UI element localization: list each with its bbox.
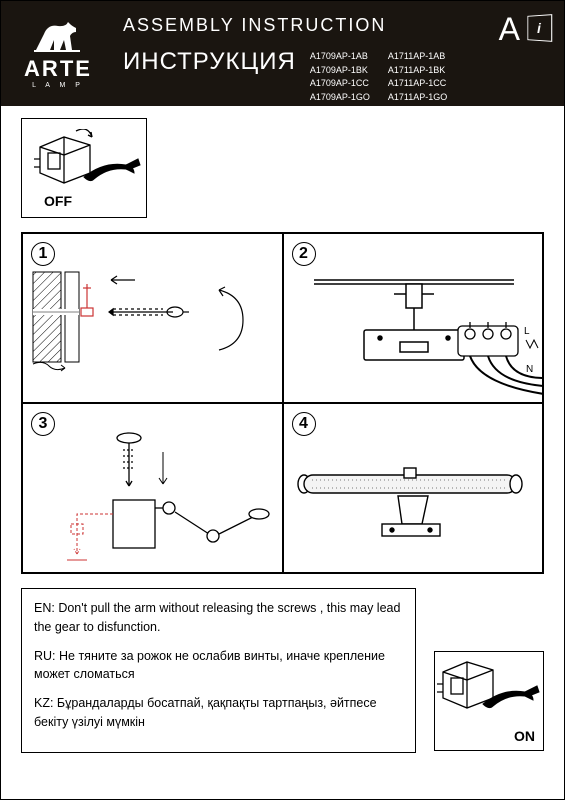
manual-icon: i <box>527 14 552 42</box>
code: A1709AP-1BK <box>310 64 370 78</box>
lang-ru: RU: <box>34 649 56 663</box>
warning-ru-text: Не тяните за рожок не ослабив винты, ина… <box>34 649 385 682</box>
warnings-panel: EN: Don't pull the arm without releasing… <box>21 588 416 753</box>
lang-kz: KZ: <box>34 696 53 710</box>
step-4: 4 <box>283 403 544 573</box>
warning-kz-text: Бұрандаларды босатпай, қақпақты тартпаңы… <box>34 696 377 729</box>
step-4-illustration <box>284 404 544 573</box>
step-3: 3 <box>22 403 283 573</box>
code: A1711AP-1GO <box>388 91 447 105</box>
title-ru: ИНСТРУКЦИЯ <box>123 48 296 76</box>
step-1: 1 <box>22 233 283 403</box>
title-en: ASSEMBLY INSTRUCTION <box>123 15 552 36</box>
product-codes: A1709AP-1AB A1709AP-1BK A1709AP-1CC A170… <box>310 50 447 104</box>
brand-subtitle: L A M P <box>32 82 84 89</box>
header-badges: A i <box>499 11 552 48</box>
switch-off-panel: OFF <box>21 118 147 218</box>
switch-on-panel: ON <box>434 651 544 751</box>
wire-N-label: N <box>526 364 533 375</box>
step-2-illustration: L N <box>284 234 544 403</box>
step-3-illustration <box>23 404 283 573</box>
step-number: 1 <box>31 242 55 266</box>
codes-col-left: A1709AP-1AB A1709AP-1BK A1709AP-1CC A170… <box>310 50 370 104</box>
brand-name: ARTE <box>24 56 92 82</box>
code: A1711AP-1BK <box>388 64 447 78</box>
lang-en: EN: <box>34 601 55 615</box>
steps-grid: 1 <box>21 232 544 574</box>
warning-en: EN: Don't pull the arm without releasing… <box>34 599 403 637</box>
badge-letter: A <box>499 11 520 48</box>
header-titles: ASSEMBLY INSTRUCTION ИНСТРУКЦИЯ A1709AP-… <box>123 9 552 104</box>
warning-kz: KZ: Бұрандаларды босатпай, қақпақты тарт… <box>34 694 403 732</box>
switch-on-illustration <box>435 652 543 730</box>
step-number: 2 <box>292 242 316 266</box>
warning-en-text: Don't pull the arm without releasing the… <box>34 601 400 634</box>
header-bar: ARTE L A M P ASSEMBLY INSTRUCTION ИНСТРУ… <box>1 1 564 106</box>
brand-logo: ARTE L A M P <box>13 9 103 97</box>
on-label: ON <box>514 728 535 744</box>
wire-L-label: L <box>524 326 530 337</box>
code: A1711AP-1CC <box>388 77 447 91</box>
codes-col-right: A1711AP-1AB A1711AP-1BK A1711AP-1CC A171… <box>388 50 447 104</box>
code: A1709AP-1GO <box>310 91 370 105</box>
code: A1709AP-1AB <box>310 50 370 64</box>
code: A1711AP-1AB <box>388 50 447 64</box>
step-1-illustration <box>23 234 283 403</box>
warning-ru: RU: Не тяните за рожок не ослабив винты,… <box>34 647 403 685</box>
step-2: 2 <box>283 233 544 403</box>
step-number: 3 <box>31 412 55 436</box>
step-number: 4 <box>292 412 316 436</box>
lion-icon <box>32 18 84 54</box>
off-label: OFF <box>44 193 72 209</box>
switch-off-illustration <box>34 129 146 201</box>
code: A1709AP-1CC <box>310 77 370 91</box>
